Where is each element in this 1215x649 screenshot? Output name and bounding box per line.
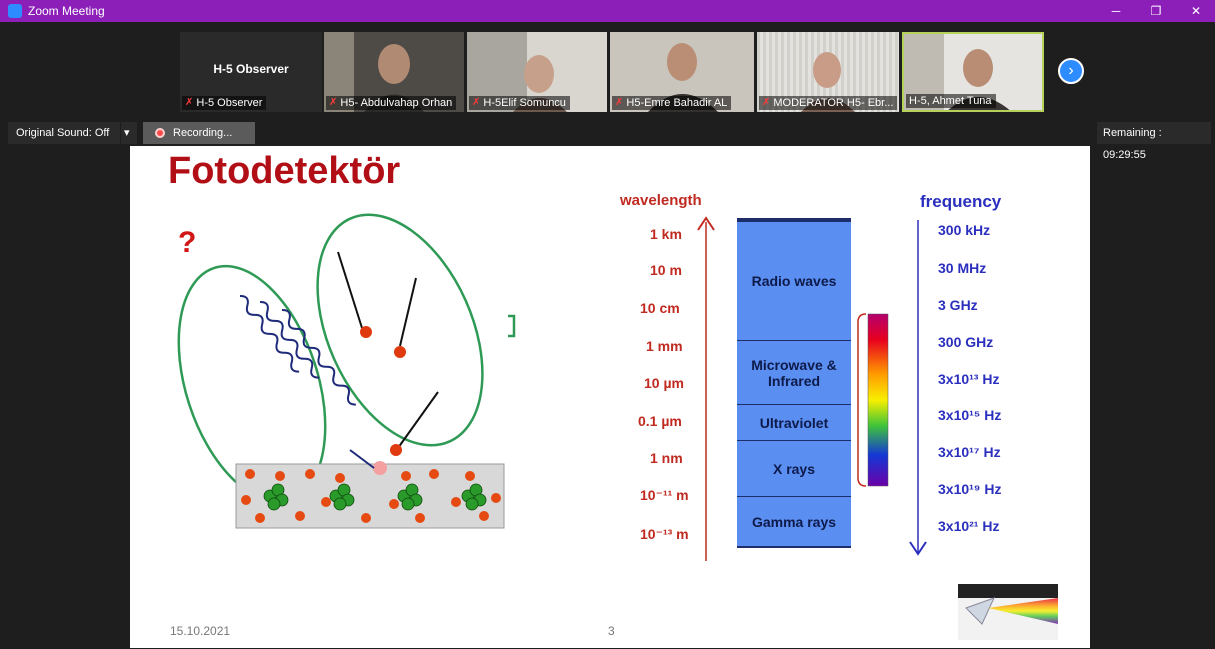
remaining-time: Remaining : 09:29:55 <box>1097 122 1211 161</box>
wavelength-label: 10⁻¹³ m <box>640 526 689 542</box>
participant-tile-video[interactable]: ✗ H5- Abdulvahap Orhan <box>324 32 464 112</box>
mic-muted-icon: ✗ <box>472 97 481 108</box>
shared-slide: Fotodetektör ? <box>130 146 1090 648</box>
participant-tile-video[interactable]: ✗ H-5Elif Somuncu <box>467 32 607 112</box>
band-microwave-infrared: Microwave & Infrared <box>737 340 851 404</box>
original-sound-toggle[interactable]: Original Sound: Off <box>8 122 120 144</box>
frequency-header: frequency <box>920 192 1002 211</box>
wavelength-label: 1 nm <box>650 450 683 466</box>
prism-image <box>958 584 1058 640</box>
frequency-label: 30 MHz <box>938 260 987 276</box>
band-radio-waves: Radio waves <box>737 218 851 340</box>
band-gamma-rays: Gamma rays <box>737 496 851 548</box>
frequency-label: 3x10¹⁵ Hz <box>938 407 1002 423</box>
mic-muted-icon: ✗ <box>329 97 338 108</box>
wavelength-axis <box>697 216 715 561</box>
mic-muted-icon: ✗ <box>185 97 194 108</box>
frequency-label: 3x10¹³ Hz <box>938 371 1000 387</box>
window-titlebar: Zoom Meeting <box>0 0 1215 22</box>
wavelength-label: 1 km <box>650 226 682 242</box>
wavelength-label: 1 mm <box>646 338 683 354</box>
band-x-rays: X rays <box>737 440 851 496</box>
participant-tile-video[interactable]: ✗ H5-Emre Bahadir AL <box>610 32 754 112</box>
window-title: Zoom Meeting <box>28 4 105 18</box>
participant-tile-video[interactable]: ✗ MODERATOR H5- Ebr... <box>757 32 899 112</box>
participant-name-label: ✗ H5-Emre Bahadir AL <box>612 96 732 110</box>
participant-name-label: ✗ MODERATOR H5- Ebr... <box>759 96 898 110</box>
mic-muted-icon: ✗ <box>762 97 771 108</box>
frequency-label: 3x10¹⁷ Hz <box>938 444 1001 460</box>
participant-name-label: ✗ H-5 Observer <box>182 96 267 110</box>
frequency-label: 300 kHz <box>938 222 991 238</box>
frequency-label: 3x10²¹ Hz <box>938 518 1000 534</box>
visible-light-bar <box>857 313 889 487</box>
close-button[interactable]: ✕ <box>1190 4 1202 18</box>
question-mark: ? <box>178 226 196 259</box>
minimize-button[interactable]: ─ <box>1111 4 1121 18</box>
zoom-app-icon <box>8 4 22 18</box>
wavelength-label: 10 m <box>650 262 682 278</box>
record-icon <box>155 128 165 138</box>
participant-name-label: ✗ H-5Elif Somuncu <box>469 96 570 110</box>
frequency-axis <box>909 220 927 556</box>
participant-name-label: ✗ H5- Abdulvahap Orhan <box>326 96 457 110</box>
wavelength-label: 0.1 µm <box>638 413 682 429</box>
photodetector-diagram: ? <box>177 213 516 529</box>
recording-indicator[interactable]: Recording... <box>143 122 255 144</box>
wavelength-label: 10 cm <box>640 300 680 316</box>
frequency-label: 3x10¹⁹ Hz <box>938 481 1002 497</box>
mic-muted-icon: ✗ <box>615 97 624 108</box>
next-participants-button[interactable]: › <box>1058 58 1084 84</box>
frequency-label: 300 GHz <box>938 334 994 350</box>
slide-title: Fotodetektör <box>168 150 401 192</box>
original-sound-dropdown[interactable]: ▾ <box>121 122 137 144</box>
participant-tile-observer[interactable]: H-5 Observer ✗ H-5 Observer <box>180 32 322 112</box>
slide-page-number: 3 <box>608 624 615 638</box>
recording-label: Recording... <box>173 127 233 139</box>
restore-button[interactable]: ❐ <box>1150 4 1162 18</box>
slide-footer-date: 15.10.2021 <box>170 624 231 638</box>
participant-display-name: H-5 Observer <box>213 62 289 76</box>
wavelength-label: 10⁻¹¹ m <box>640 487 689 503</box>
frequency-label: 3 GHz <box>938 297 978 313</box>
wavelength-header: wavelength <box>620 192 702 209</box>
band-ultraviolet: Ultraviolet <box>737 404 851 440</box>
participant-tile-active-speaker[interactable]: H-5, Ahmet Tuna <box>902 32 1044 112</box>
wavelength-label: 10 µm <box>644 375 684 391</box>
participant-name-label: H-5, Ahmet Tuna <box>906 94 996 108</box>
